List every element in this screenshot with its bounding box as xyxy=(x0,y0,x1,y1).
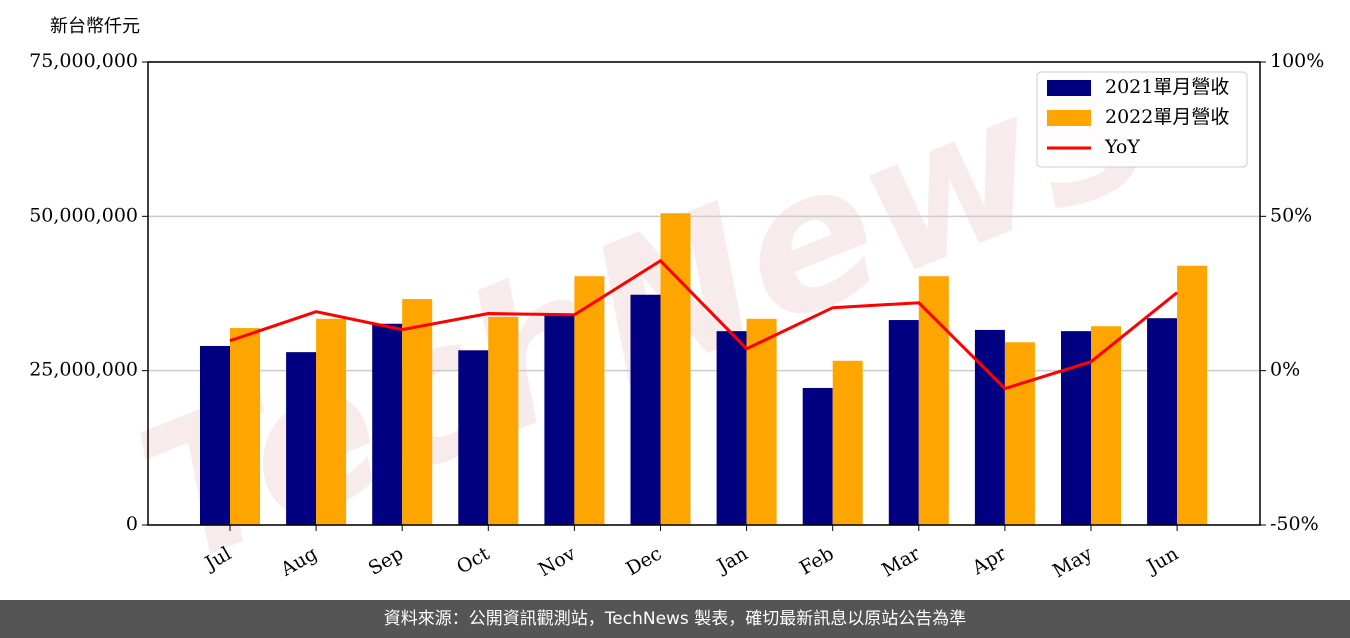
y-axis-label: 新台幣仟元 xyxy=(50,16,140,37)
chart: 新台幣仟元 TechNews 025,000,00050,000,00075,0… xyxy=(29,7,1324,600)
y2-tick-label: -50% xyxy=(1270,513,1319,535)
x-tick-label: Jan xyxy=(712,543,752,579)
bar xyxy=(458,350,489,525)
y-tick-label: 75,000,000 xyxy=(29,50,138,72)
bar xyxy=(372,323,403,525)
footer: 資料來源：公開資訊觀測站，TechNews 製表，確切最新訊息以原站公告為準 xyxy=(0,600,1350,638)
legend-label: YoY xyxy=(1104,136,1140,158)
x-tick-label: Mar xyxy=(878,542,924,581)
x-tick-label: Nov xyxy=(535,542,580,581)
x-tick-label: Apr xyxy=(968,542,1011,579)
x-tick-label: Sep xyxy=(365,543,408,580)
y2-tick-label: 50% xyxy=(1270,204,1312,226)
x-tick-label: Feb xyxy=(796,543,838,580)
x-tick-label: May xyxy=(1049,542,1096,582)
bar xyxy=(832,360,863,525)
bar xyxy=(1004,342,1035,525)
plot-frame xyxy=(147,61,1261,526)
bar xyxy=(1061,331,1091,525)
legend-label: 2022單月營收 xyxy=(1105,106,1229,128)
bar xyxy=(286,352,317,525)
line xyxy=(229,258,1179,391)
legend-swatch xyxy=(1047,80,1091,96)
y-tick-label: 25,000,000 xyxy=(29,359,138,381)
legend-label: 2021單月營收 xyxy=(1105,76,1229,98)
bar xyxy=(746,318,777,525)
x-tick-label: Dec xyxy=(622,543,665,581)
bar xyxy=(1177,265,1208,525)
y-tick-label: 50,000,000 xyxy=(29,204,138,226)
bar xyxy=(1091,326,1121,525)
bar xyxy=(230,328,260,525)
y2-tick-label: 0% xyxy=(1270,359,1300,381)
bar xyxy=(802,387,833,525)
y-tick-label: 0 xyxy=(126,513,138,535)
bar xyxy=(888,320,919,525)
bar xyxy=(630,294,661,525)
legend-swatch xyxy=(1047,110,1091,126)
bar xyxy=(716,331,747,525)
bar xyxy=(200,345,230,525)
bar xyxy=(316,318,347,525)
bar xyxy=(544,315,575,525)
x-tick-label: Jun xyxy=(1142,543,1183,579)
bar xyxy=(488,316,519,525)
bar xyxy=(660,213,691,525)
bar xyxy=(974,329,1005,525)
bar xyxy=(574,276,605,525)
bar xyxy=(918,276,949,525)
bar xyxy=(402,299,433,525)
x-tick-label: Oct xyxy=(453,542,494,578)
y2-tick-label: 100% xyxy=(1270,50,1324,72)
bar xyxy=(1147,318,1178,525)
